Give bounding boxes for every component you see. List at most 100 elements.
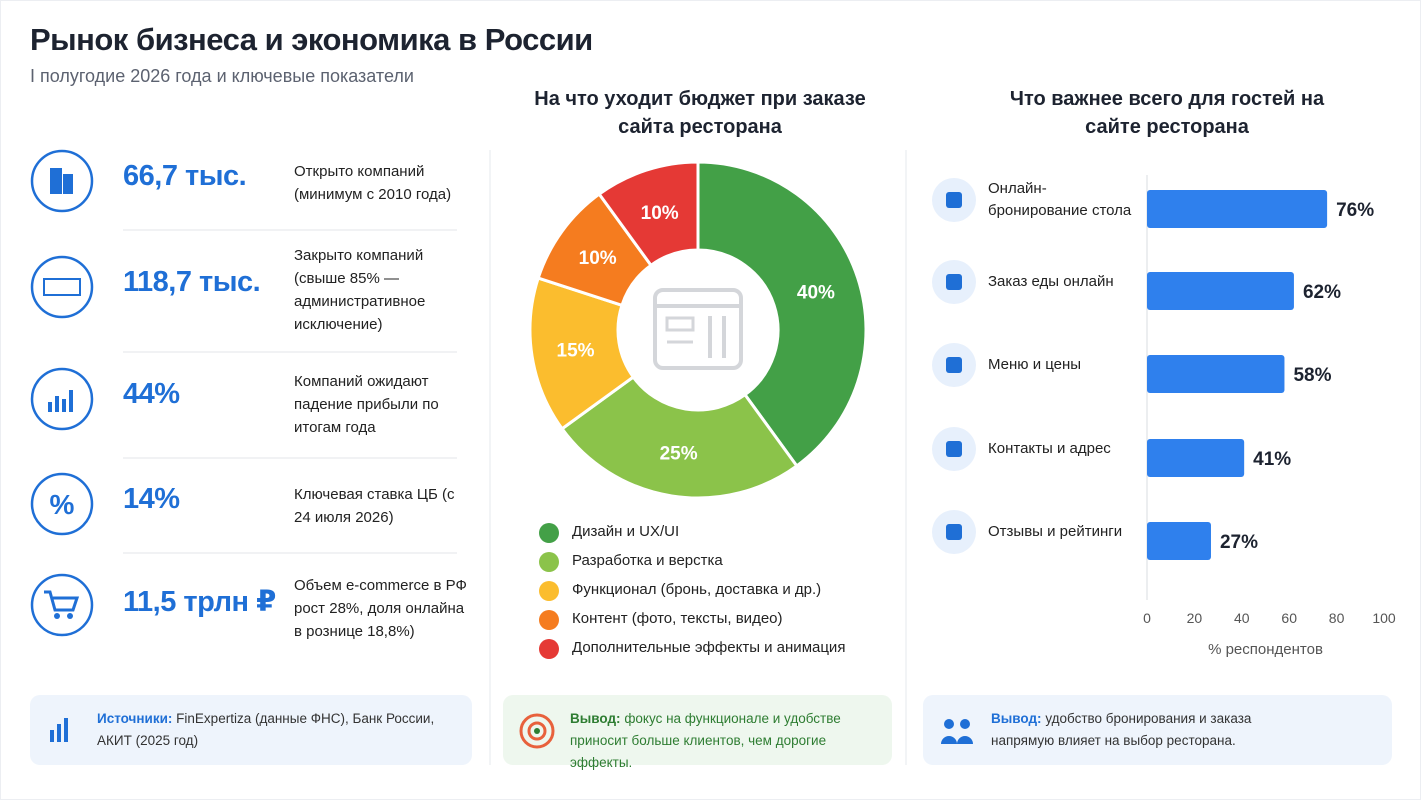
note: Вывод: удобство бронирования и заказа на…: [991, 708, 1261, 752]
kpi-value: 118,7 тыс.: [123, 266, 261, 298]
slice-label: 10%: [641, 203, 679, 224]
kpi-text: Компаний ожидают падение прибыли по итог…: [294, 373, 439, 436]
legend-swatch: [539, 523, 559, 543]
legend-swatch: [539, 610, 559, 630]
glyph-bar: [55, 396, 59, 412]
category-glyph: [946, 274, 962, 290]
legend-label: Дизайн и UX/UI: [572, 523, 680, 540]
bar: [1147, 355, 1285, 393]
note-label: Вывод:: [991, 711, 1042, 726]
note-icons: [50, 713, 973, 749]
kpi-text: Ключевая ставка ЦБ (с 24 июля 2026): [294, 486, 455, 526]
page-subtitle: I полугодие 2026 года и ключевые показат…: [30, 66, 414, 86]
x-tick-label: 40: [1234, 610, 1250, 626]
donut-slice: [559, 374, 799, 500]
glyph-target: [519, 713, 555, 749]
legend-swatch: [539, 639, 559, 659]
legend-label: Разработка и верстка: [572, 552, 723, 569]
glyph-bar: [50, 730, 54, 742]
x-tick-label: 100: [1372, 610, 1396, 626]
kpi-icons: [30, 149, 94, 637]
chart-title: Что важнее всего для гостей на сайте рес…: [1009, 88, 1325, 138]
kpi-value: 66,7 тыс.: [123, 160, 247, 192]
legend-label: Функционал (бронь, доставка и др.): [572, 581, 822, 598]
note-box: [923, 695, 1392, 765]
glyph-building: [50, 168, 62, 194]
glyph-cart: [44, 590, 80, 612]
bar: [1147, 522, 1211, 560]
category-glyph: [946, 357, 962, 373]
category-label: Контакты и адрес: [988, 440, 1111, 457]
kpi-icon: [30, 573, 94, 637]
note-label: Источники:: [97, 711, 173, 726]
bar: [1147, 439, 1245, 477]
category-label: Онлайн-бронирование стола: [988, 180, 1132, 219]
kpi-value: 14%: [123, 483, 180, 515]
glyph-people: [960, 719, 970, 729]
bar: [1147, 272, 1294, 310]
glyph-bar: [69, 390, 73, 412]
kpi-text: Объем e-commerce в РФ рост 28%, доля онл…: [294, 577, 467, 640]
legend-label: Дополнительные эффекты и анимация: [572, 639, 846, 656]
note-text: FinExpertiza (данные ФНС), Банк России, …: [97, 711, 435, 748]
value-label: 58%: [1293, 365, 1331, 386]
slice-label: 25%: [660, 443, 698, 464]
category-glyph: [946, 441, 962, 457]
category-label: Заказ еды онлайн: [988, 273, 1114, 290]
kpi-glyphs: %: [43, 168, 81, 619]
value-label: 41%: [1253, 449, 1291, 470]
category-glyph: [946, 192, 962, 208]
value-label: 76%: [1336, 200, 1374, 221]
slice-label: 10%: [579, 248, 617, 269]
glyph-wheel: [54, 613, 60, 619]
kpi-value: 11,5 трлн ₽: [123, 586, 276, 618]
value-label: 27%: [1220, 532, 1258, 553]
category-glyph: [946, 524, 962, 540]
note: Источники: FinExpertiza (данные ФНС), Ба…: [97, 708, 457, 752]
glyph-target: [534, 728, 540, 734]
kpi-value: 44%: [123, 378, 180, 410]
kpi-icon: [30, 472, 94, 536]
glyph-bar: [48, 402, 52, 412]
note-label: Вывод:: [570, 711, 621, 726]
glyph-people: [944, 719, 954, 729]
glyph-bar: [64, 718, 68, 742]
glyph-target: [527, 721, 547, 741]
legend-swatch: [539, 581, 559, 601]
note-box: [30, 695, 472, 765]
category-label: Отзывы и рейтинги: [988, 523, 1123, 540]
x-tick-label: 20: [1187, 610, 1203, 626]
chart-title: На что уходит бюджет при заказе сайта ре…: [534, 88, 866, 138]
glyph-people: [941, 736, 973, 744]
center-icon: [665, 316, 695, 332]
note-text: удобство бронирования и заказа напрямую …: [991, 711, 1252, 748]
center-icon: [653, 288, 743, 370]
value-label: 62%: [1303, 282, 1341, 303]
glyph-wheel: [67, 613, 73, 619]
x-axis-label: % респондентов: [1208, 641, 1323, 658]
slice-label: 15%: [557, 340, 595, 361]
x-tick-label: 80: [1329, 610, 1345, 626]
donut-slice: [597, 160, 700, 268]
note: Вывод: фокус на функционале и удобстве п…: [570, 708, 882, 774]
kpi-text: Закрыто компаний (свыше 85% — администра…: [294, 247, 426, 333]
kpi-separators: [123, 229, 457, 554]
x-tick-label: 0: [1143, 610, 1151, 626]
bar: [1147, 190, 1328, 228]
kpi-icon: [30, 255, 94, 319]
category-label: Меню и цены: [988, 356, 1082, 373]
glyph-bar: [57, 724, 61, 742]
x-tick-label: 60: [1281, 610, 1297, 626]
slice-label: 40%: [797, 283, 835, 304]
note-text: фокус на функционале и удобстве приносит…: [570, 711, 841, 770]
note-box: [503, 695, 892, 765]
page-title: Рынок бизнеса и экономика в России: [30, 22, 593, 57]
legend-label: Контент (фото, тексты, видео): [572, 610, 783, 627]
glyph-building: [63, 174, 73, 194]
kpi-text: Открыто компаний (минимум с 2010 года): [294, 163, 452, 203]
glyph-percent: %: [50, 489, 75, 520]
donut-slice: [696, 160, 868, 469]
